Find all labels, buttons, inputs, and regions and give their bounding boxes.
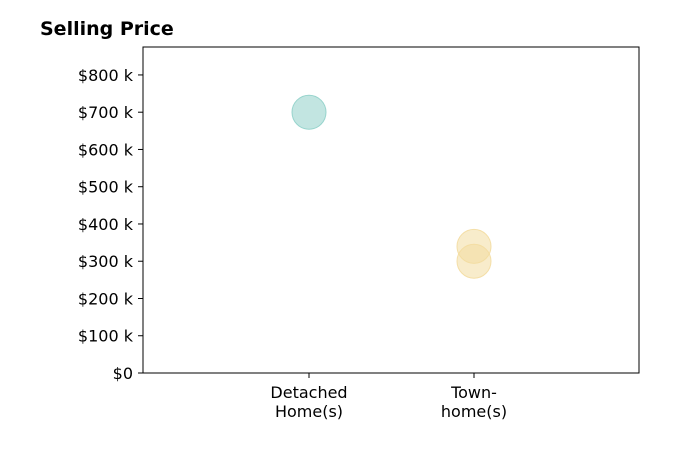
data-point: [456, 243, 492, 279]
y-tick-label: $600 k: [78, 140, 134, 159]
x-tick-label: Detached Home(s): [270, 383, 347, 421]
y-tick-label: $300 k: [78, 252, 134, 271]
chart-title: Selling Price: [40, 18, 174, 40]
y-tick-label: $0: [113, 364, 133, 383]
y-tick-label: $100 k: [78, 327, 134, 346]
data-points: [291, 94, 492, 279]
y-tick-label: $700 k: [78, 103, 134, 122]
y-axis: $0 $100 k $200 k $300 k $400 k $500 k $600 k $7…: [78, 66, 143, 383]
y-tick-label: $200 k: [78, 289, 134, 308]
data-point: [291, 94, 327, 130]
plot-area-frame: [142, 46, 640, 374]
y-tick-label: $500 k: [78, 178, 134, 197]
x-tick-label: Town-home(s): [441, 383, 507, 421]
y-tick-label: $800 k: [78, 66, 134, 85]
x-axis: Detached Home(s) Town-home(s): [270, 373, 507, 421]
y-tick-label: $400 k: [78, 215, 134, 234]
